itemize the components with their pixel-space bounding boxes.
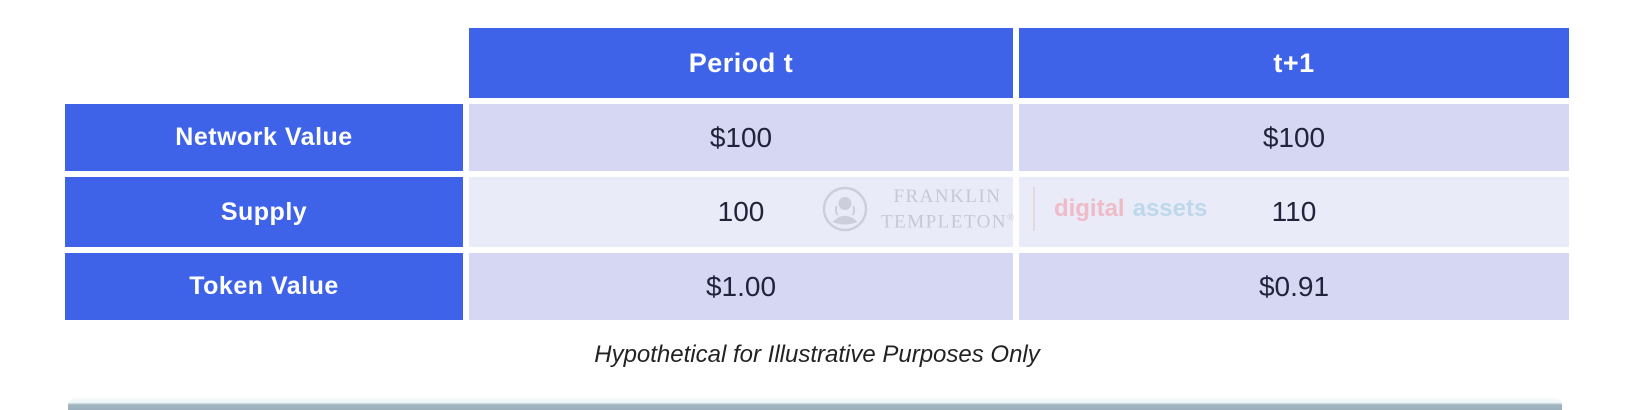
cell-supply-t-plus-1: 110 xyxy=(1019,177,1569,247)
cell-network-value-period-t: $100 xyxy=(469,104,1013,171)
cell-token-value-t-plus-1: $0.91 xyxy=(1019,253,1569,320)
scenario-table: Period t t+1 Network Value $100 $100 Sup… xyxy=(65,28,1569,320)
bottom-panel-top-edge xyxy=(68,398,1562,410)
cell-network-value-t-plus-1: $100 xyxy=(1019,104,1569,171)
cell-supply-period-t: 100 xyxy=(469,177,1013,247)
cell-token-value-period-t: $1.00 xyxy=(469,253,1013,320)
row-label-network-value: Network Value xyxy=(65,104,463,171)
row-label-supply: Supply xyxy=(65,177,463,247)
row-label-token-value: Token Value xyxy=(65,253,463,320)
disclaimer-caption: Hypothetical for Illustrative Purposes O… xyxy=(594,341,1040,368)
corner-spacer xyxy=(65,28,463,98)
col-header-period-t: Period t xyxy=(469,28,1013,98)
col-header-t-plus-1: t+1 xyxy=(1019,28,1569,98)
